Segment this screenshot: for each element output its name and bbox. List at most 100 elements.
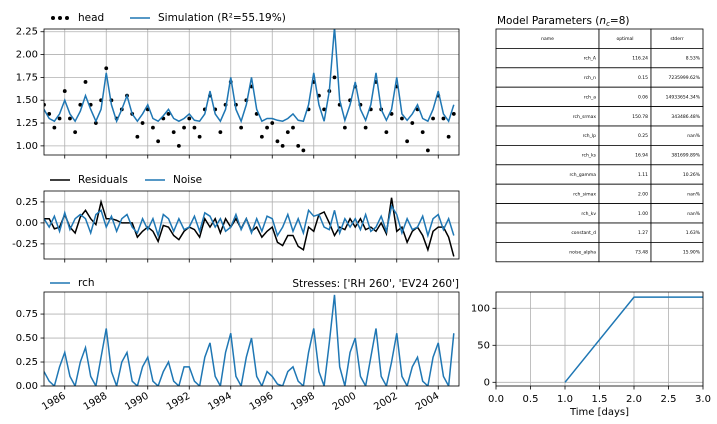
legend-marker — [51, 16, 55, 20]
plot-area — [564, 296, 703, 383]
table-text: rch_ks — [582, 153, 597, 159]
legend-label: Residuals — [78, 174, 128, 186]
point — [104, 66, 109, 71]
point — [301, 148, 306, 153]
table-text: 1.63% — [686, 230, 701, 236]
table-text: constant_d — [571, 230, 596, 236]
title-part: =8) — [610, 15, 630, 27]
y-tick-label: 0.75 — [16, 309, 38, 320]
table-text: nan% — [687, 133, 700, 139]
y-tick-label: 0.50 — [16, 333, 38, 344]
point — [47, 112, 52, 116]
table-text: rch_n — [584, 75, 596, 81]
y-tick-label: 1.00 — [16, 141, 38, 152]
table-text: 381699.89% — [671, 153, 700, 159]
x-tick-label: 2000 — [331, 391, 359, 413]
y-tick-label: 0.25 — [16, 357, 38, 368]
legend-label: head — [78, 12, 104, 24]
point — [285, 130, 290, 135]
point — [44, 102, 46, 107]
point — [176, 143, 181, 148]
x-tick-label: 2.0 — [626, 394, 642, 405]
axes-frame — [43, 28, 460, 156]
point — [57, 116, 62, 121]
point — [197, 134, 202, 139]
point — [280, 143, 285, 148]
point — [187, 116, 192, 121]
table-text: 1.11 — [638, 172, 648, 178]
point — [135, 134, 140, 139]
point — [275, 139, 280, 144]
y-tick-label: 2.25 — [16, 27, 38, 38]
x-tick-label: 1986 — [40, 391, 68, 413]
x-tick-label: 2.5 — [661, 394, 677, 405]
x-tick-label: 1998 — [289, 391, 317, 413]
table-text: 343486.48% — [671, 114, 700, 120]
point — [405, 139, 410, 144]
x-tick-label: 1994 — [206, 391, 234, 413]
title-part: n — [599, 15, 606, 27]
axes-frame — [43, 190, 460, 260]
table-header: optimal — [616, 36, 633, 42]
line — [564, 296, 703, 383]
point — [420, 130, 425, 135]
table-text: rch_lp — [583, 133, 597, 139]
table-text: nan% — [687, 211, 700, 217]
panel: 0 50 100 0.0 0.5 1.0 1.5 2.0 2.5 3.0 Time [days] — [471, 291, 711, 418]
table-text: 15.90% — [683, 250, 701, 256]
chart-title: Stresses: ['RH 260', 'EV24 260'] — [292, 278, 459, 290]
table-text: 14933654.34% — [666, 94, 701, 100]
point — [239, 125, 244, 130]
legend-marker — [65, 16, 69, 20]
y-tick-label: 100 — [471, 303, 490, 314]
point — [62, 89, 67, 93]
point — [182, 125, 186, 130]
plot-area — [44, 29, 456, 153]
parameter-table: name optimal stderr rch_A 116.24 8.53% rch_n 0.… — [495, 28, 704, 263]
table-text: 1.27 — [638, 230, 648, 236]
point — [218, 130, 223, 135]
point — [342, 125, 347, 130]
legend-label: Simulation (R²=55.19%) — [158, 12, 286, 24]
point — [384, 130, 389, 135]
table-text: rch_a — [584, 94, 596, 100]
point — [400, 116, 404, 121]
y-tick-label: 0.25 — [16, 197, 38, 208]
point — [156, 139, 161, 144]
y-tick-label: 2.00 — [16, 50, 38, 61]
table-text: 7235999.62% — [669, 75, 701, 81]
table-title: Model Parameters (nc=8) — [497, 15, 630, 28]
table-text: nan% — [687, 191, 700, 197]
x-tick-label: 3.0 — [695, 394, 711, 405]
x-tick-label: 1.0 — [557, 394, 573, 405]
legend-label: Noise — [173, 174, 202, 186]
point — [52, 125, 57, 130]
point — [259, 134, 264, 139]
point — [68, 116, 72, 121]
point — [431, 116, 435, 121]
point — [166, 112, 171, 116]
x-tick-label: 1992 — [165, 391, 193, 413]
point — [441, 116, 446, 121]
point — [451, 112, 456, 116]
y-tick-label: -0.25 — [12, 239, 38, 250]
table-header: stderr — [670, 36, 684, 42]
table-text: 2.00 — [638, 191, 648, 197]
title-part: Model Parameters ( — [497, 15, 599, 27]
table-text: noise_alpha — [569, 250, 596, 256]
point — [73, 130, 78, 135]
point — [291, 125, 295, 130]
y-tick-label: 0 — [484, 377, 490, 388]
title-sub: c — [606, 20, 610, 28]
y-tick-label: 1.75 — [16, 72, 38, 83]
axes-frame — [43, 291, 460, 387]
y-tick-label: 1.50 — [16, 95, 38, 106]
table-header: name — [541, 37, 554, 42]
point — [78, 102, 83, 107]
table-text: 0.15 — [638, 75, 648, 81]
table-text: rch_gamma — [570, 172, 597, 178]
point — [192, 125, 197, 130]
table-text: 0.25 — [638, 133, 648, 139]
point — [446, 134, 451, 139]
